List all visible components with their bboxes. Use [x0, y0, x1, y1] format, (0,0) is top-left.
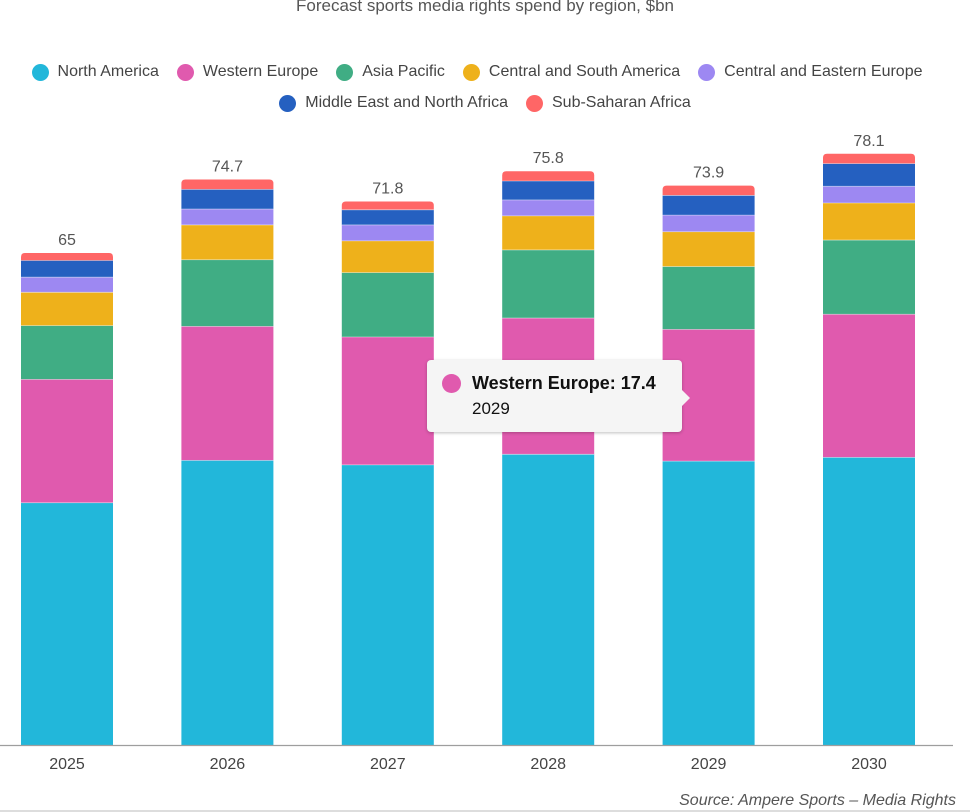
legend-label: Asia Pacific	[362, 63, 445, 80]
bar-stack-2030: North America: 38 (2030)Western Europe: …	[823, 153, 915, 745]
bar-segment[interactable]: Middle East and North Africa: 3 (2030)	[823, 163, 915, 187]
bar-segment[interactable]: North America: 38 (2030)	[823, 457, 915, 745]
tooltip-series-dot-icon	[442, 374, 461, 393]
total-label: 78.1	[853, 133, 884, 150]
legend-label: Western Europe	[202, 63, 319, 80]
x-tick-label: 2025	[49, 756, 85, 773]
bar-segment[interactable]: North America: 37 (2027)	[341, 464, 434, 745]
bar-segment[interactable]: Middle East and North Africa: 2 (2027)	[341, 209, 434, 225]
total-label: 75.8	[533, 150, 564, 167]
bar-segment[interactable]: Asia Pacific: 9 (2028)	[502, 249, 595, 319]
total-label: 71.8	[372, 180, 403, 197]
bar-segment[interactable]: Central and South America: 4.4 (2025)	[21, 292, 113, 326]
bar-segment[interactable]: Central and Eastern Europe: 2.1 (2026)	[181, 209, 274, 225]
x-tick-label: 2026	[210, 756, 246, 773]
bar-segment[interactable]: Middle East and North Africa: 2.6 (2029)	[662, 195, 755, 216]
bar-segment[interactable]: Middle East and North Africa: 2.6 (2026)	[181, 189, 274, 210]
legend-dot-icon	[526, 94, 543, 112]
bar-segment[interactable]: Sub-Saharan Africa: 1.3 (2030)	[823, 153, 915, 164]
bar-segment[interactable]: Asia Pacific: 8.3 (2029)	[662, 266, 755, 330]
bar-segment[interactable]: Central and South America: 4.5 (2028)	[502, 215, 595, 250]
bar-segment[interactable]: Asia Pacific: 9.8 (2030)	[823, 240, 915, 315]
total-label: 73.9	[693, 165, 724, 182]
bar-segment[interactable]: Central and Eastern Europe: 2 (2025)	[21, 277, 113, 293]
bar-segment[interactable]: Sub-Saharan Africa: 1 (2025)	[21, 252, 113, 261]
bar-segment[interactable]: Central and South America: 4.6 (2026)	[181, 224, 274, 260]
legend-item-north-america[interactable]: North America	[31, 63, 159, 81]
bar-segment[interactable]: North America: 37.6 (2026)	[181, 460, 274, 745]
legend-dot-icon	[31, 63, 49, 81]
legend-label: North America	[57, 63, 159, 80]
bar-segment[interactable]: Asia Pacific: 7.1 (2025)	[21, 325, 113, 380]
x-tick-label: 2029	[691, 756, 727, 773]
bar-stack-2026: North America: 37.6 (2026)Western Europe…	[181, 179, 274, 745]
legend-dot-icon	[698, 63, 716, 81]
bar-segment[interactable]: Western Europe: 16.9 (2027)	[341, 336, 434, 465]
tooltip-value: Western Europe: 17.4	[472, 373, 656, 393]
bar-segment[interactable]: North America: 32 (2025)	[21, 502, 113, 745]
bar-stack-2027: North America: 37 (2027)Western Europe: …	[341, 201, 434, 745]
bar-segment[interactable]: Asia Pacific: 8.8 (2026)	[181, 259, 274, 327]
bar-segment[interactable]: Asia Pacific: 8.5 (2027)	[341, 272, 434, 337]
x-tick-label: 2030	[851, 756, 887, 773]
legend-row-1: North America Western Europe Asia Pacifi…	[0, 63, 962, 81]
bar-stack-2029: North America: 37.5 (2029)Western Europe…	[662, 185, 755, 745]
legend-item-central-eastern-europe[interactable]: Central and Eastern Europe	[698, 63, 922, 81]
legend-item-central-south-america[interactable]: Central and South America	[462, 63, 681, 81]
legend-dot-icon	[462, 63, 480, 81]
legend-dot-icon	[336, 63, 354, 81]
x-tick-label: 2027	[370, 756, 406, 773]
bar-segment[interactable]: Central and South America: 4.6 (2029)	[662, 231, 755, 267]
legend-item-western-europe[interactable]: Western Europe	[176, 63, 319, 81]
bar-segment[interactable]: Middle East and North Africa: 2.5 (2028)	[502, 181, 595, 200]
legend-row-2: Middle East and North Africa Sub-Saharan…	[0, 94, 970, 112]
legend-dot-icon	[279, 94, 297, 112]
legend-item-middle-east-north-africa[interactable]: Middle East and North Africa	[279, 94, 508, 112]
legend-dot-icon	[176, 63, 194, 81]
bar-segment[interactable]: Sub-Saharan Africa: 1.3 (2026)	[181, 179, 274, 190]
bar-segment[interactable]: Central and Eastern Europe: 2.2 (2029)	[662, 215, 755, 232]
bar-segment[interactable]: Western Europe: 17.7 (2026)	[181, 326, 274, 461]
bar-segment[interactable]: Sub-Saharan Africa: 1.3 (2029)	[662, 185, 755, 196]
source-note: Source: Ampere Sports – Media Rights	[679, 792, 956, 809]
bar-segment[interactable]: Western Europe: 18.9 (2030)	[823, 314, 915, 458]
tooltip-category: 2029	[472, 399, 510, 418]
x-tick-label: 2028	[530, 756, 566, 773]
legend-label: Sub-Saharan Africa	[552, 94, 691, 111]
bar-segment[interactable]: Central and Eastern Europe: 2.2 (2030)	[823, 186, 915, 203]
bottom-divider	[0, 810, 970, 812]
legend-label: Central and South America	[488, 63, 681, 80]
bar-segment[interactable]: Sub-Saharan Africa: 1.1 (2027)	[341, 201, 434, 210]
legend-item-sub-saharan-africa[interactable]: Sub-Saharan Africa	[526, 94, 691, 112]
chart-title: Forecast sports media rights spend by re…	[296, 0, 674, 15]
total-label: 65	[58, 232, 76, 249]
bar-segment[interactable]: Central and South America: 4.9 (2030)	[823, 202, 915, 241]
bar-segment[interactable]: North America: 38.4 (2028)	[502, 454, 595, 745]
legend-item-asia-pacific[interactable]: Asia Pacific	[336, 63, 445, 81]
bar-stack-2028: North America: 38.4 (2028)Western Europe…	[502, 171, 595, 745]
hover-tooltip: Western Europe: 17.4 2029	[427, 360, 690, 432]
bar-segment[interactable]: North America: 37.5 (2029)	[662, 461, 755, 745]
bar-segment[interactable]: Central and Eastern Europe: 2.1 (2027)	[341, 224, 434, 241]
bar-segment[interactable]: Central and Eastern Europe: 2.1 (2028)	[502, 199, 595, 216]
bar-segment[interactable]: Sub-Saharan Africa: 1.3 (2028)	[502, 171, 595, 182]
total-label: 74.7	[212, 159, 243, 176]
bar-segment[interactable]: Middle East and North Africa: 2.2 (2025)	[21, 260, 113, 278]
bar-stack-2025: North America: 32 (2025)Western Europe: …	[21, 252, 113, 745]
legend-label: Middle East and North Africa	[305, 94, 508, 111]
bar-segment[interactable]: Western Europe: 16.3 (2025)	[21, 379, 113, 503]
tooltip-arrow	[682, 390, 690, 406]
legend-label: Central and Eastern Europe	[724, 63, 923, 80]
bar-segment[interactable]: Central and South America: 4.2 (2027)	[341, 240, 434, 273]
